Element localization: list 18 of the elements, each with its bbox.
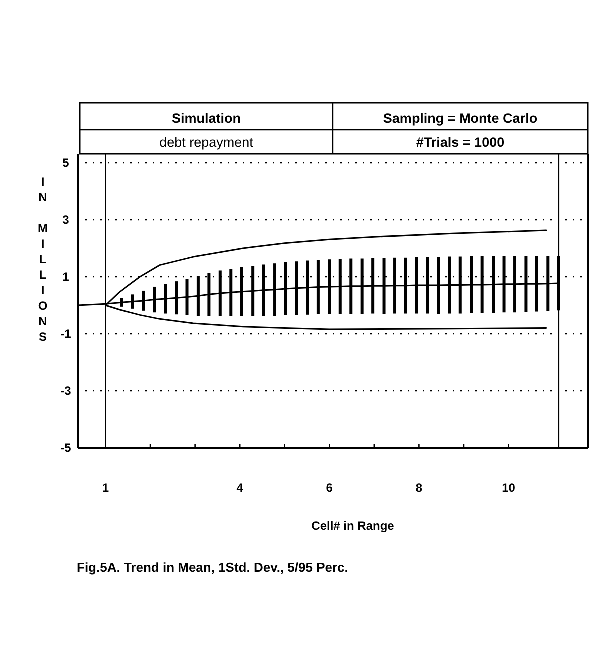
y-tick-label: -5 [60,441,72,455]
chart-subtitle: debt repayment [160,135,254,150]
y-tick-label: 5 [62,156,70,170]
y-tick-label: -1 [60,327,72,341]
x-tick-label: 1 [102,481,110,495]
x-tick-label: 4 [236,481,244,495]
text: IN MILLIONS [38,175,48,344]
caption: Fig.5A. Trend in Mean, 1Std. Dev., 5/95 Perc. [77,560,348,575]
x-tick-label: 6 [326,481,334,495]
x-tick-label: 10 [502,481,516,495]
y-tick-label: 1 [62,270,70,284]
x-tick-label: 8 [416,481,423,495]
chart-title: Simulation [172,111,242,126]
y-tick-label: -3 [60,384,72,398]
text: Sampling = Monte Carlo [383,111,538,126]
x-axis-title: Cell# in Range [312,519,395,533]
text: #Trials = 1000 [416,135,505,150]
y-tick-label: 3 [62,213,70,227]
